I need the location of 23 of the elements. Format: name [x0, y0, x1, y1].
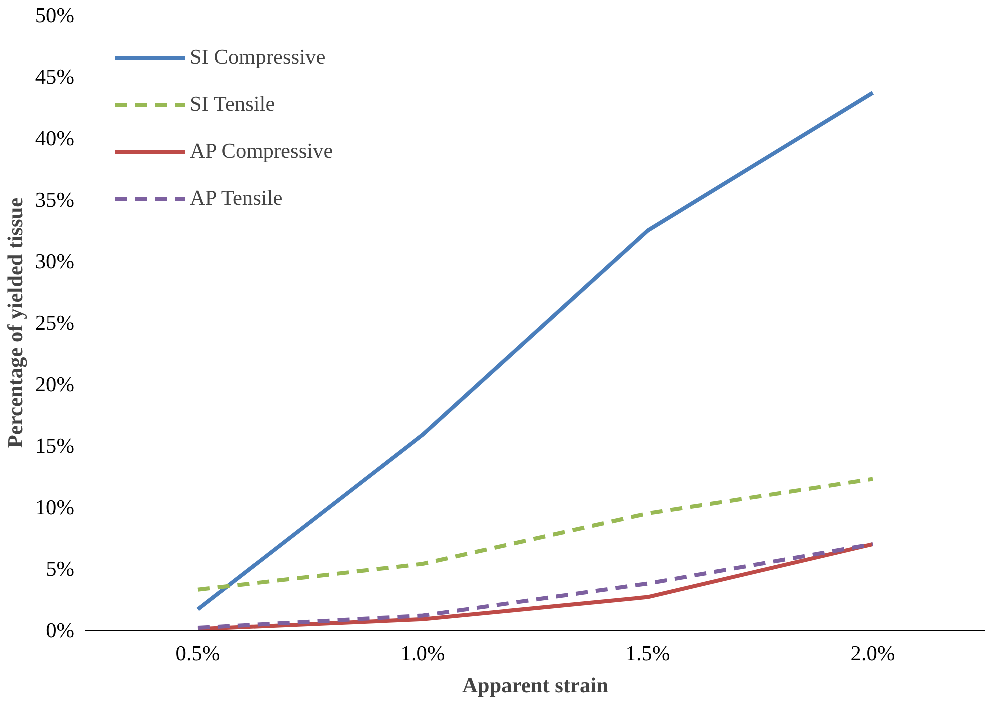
legend-label: SI Tensile: [190, 92, 276, 117]
y-axis-title: Percentage of yielded tissue: [3, 198, 28, 448]
y-tick-label: 15%: [35, 434, 75, 458]
legend-label: SI Compressive: [190, 45, 326, 70]
x-tick-label: 1.0%: [400, 642, 446, 666]
line-series: [196, 542, 875, 630]
x-tick-label: 2.0%: [850, 642, 896, 666]
y-tick-label: 45%: [35, 65, 75, 89]
legend-label: AP Tensile: [190, 186, 283, 211]
line-series: [196, 477, 875, 592]
y-tick-label: 30%: [35, 250, 75, 274]
y-tick-label: 20%: [35, 372, 75, 396]
y-tick-label: 50%: [35, 4, 75, 28]
x-axis-title: Apparent strain: [462, 674, 609, 698]
y-tick-label: 25%: [35, 311, 75, 335]
y-tick-label: 0%: [46, 618, 75, 642]
y-tick-label: 5%: [46, 557, 75, 581]
y-tick-label: 35%: [35, 188, 75, 212]
y-tick-label: 10%: [35, 496, 75, 520]
x-tick-label: 0.5%: [176, 642, 220, 666]
x-tick-label: 1.5%: [626, 642, 670, 666]
y-tick-label: 40%: [35, 126, 75, 150]
legend-label: AP Compressive: [190, 139, 334, 164]
